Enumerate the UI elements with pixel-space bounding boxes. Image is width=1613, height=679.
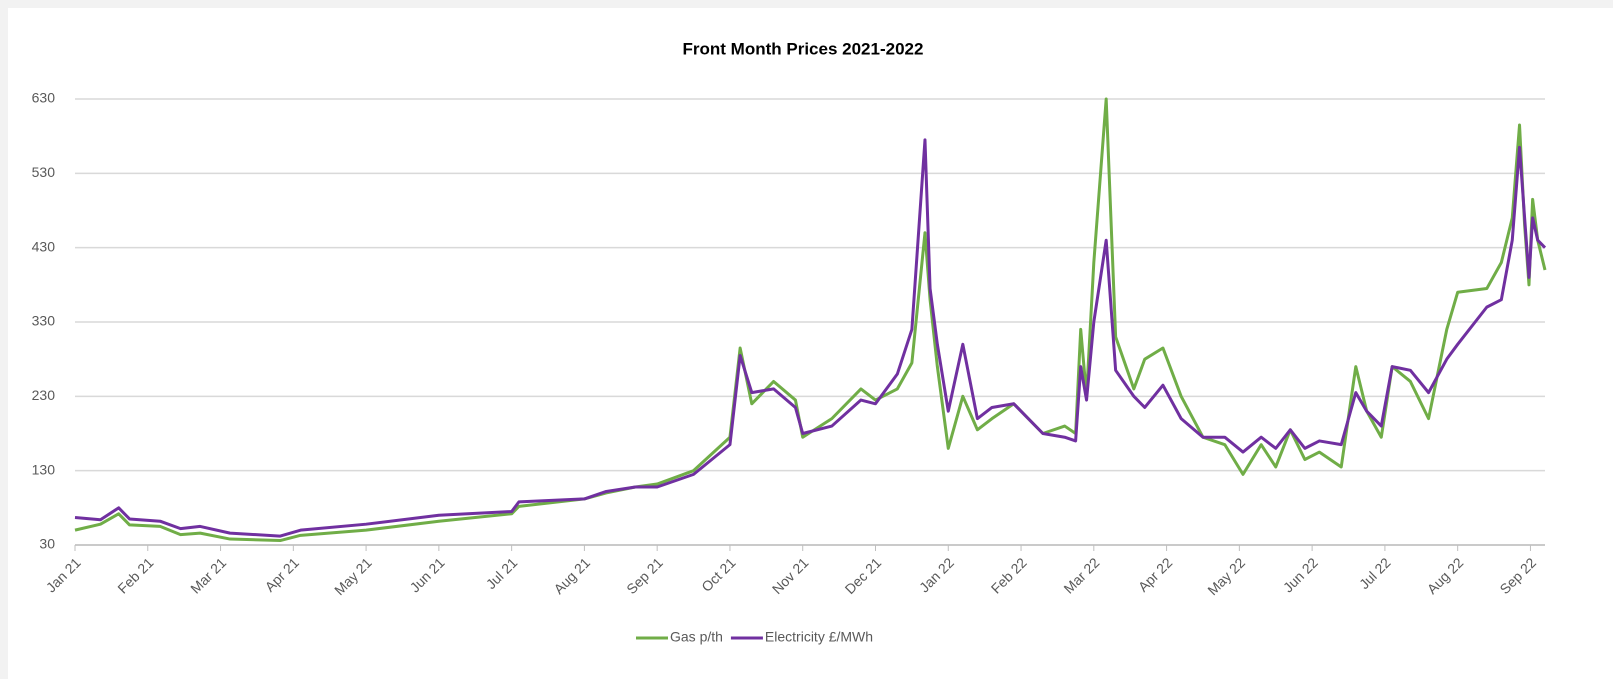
y-tick-label: 330 [32,313,56,329]
y-tick-label: 230 [32,387,56,403]
y-tick-label: 630 [32,90,56,106]
legend-label: Electricity £/MWh [765,629,873,645]
y-tick-label: 130 [32,461,56,477]
legend-label: Gas p/th [670,629,723,645]
chart-title: Front Month Prices 2021-2022 [683,39,924,58]
y-tick-label: 430 [32,238,56,254]
y-tick-label: 30 [39,536,55,552]
y-tick-label: 530 [32,164,56,180]
line-series [74,138,1547,538]
chart-card [8,8,1613,679]
